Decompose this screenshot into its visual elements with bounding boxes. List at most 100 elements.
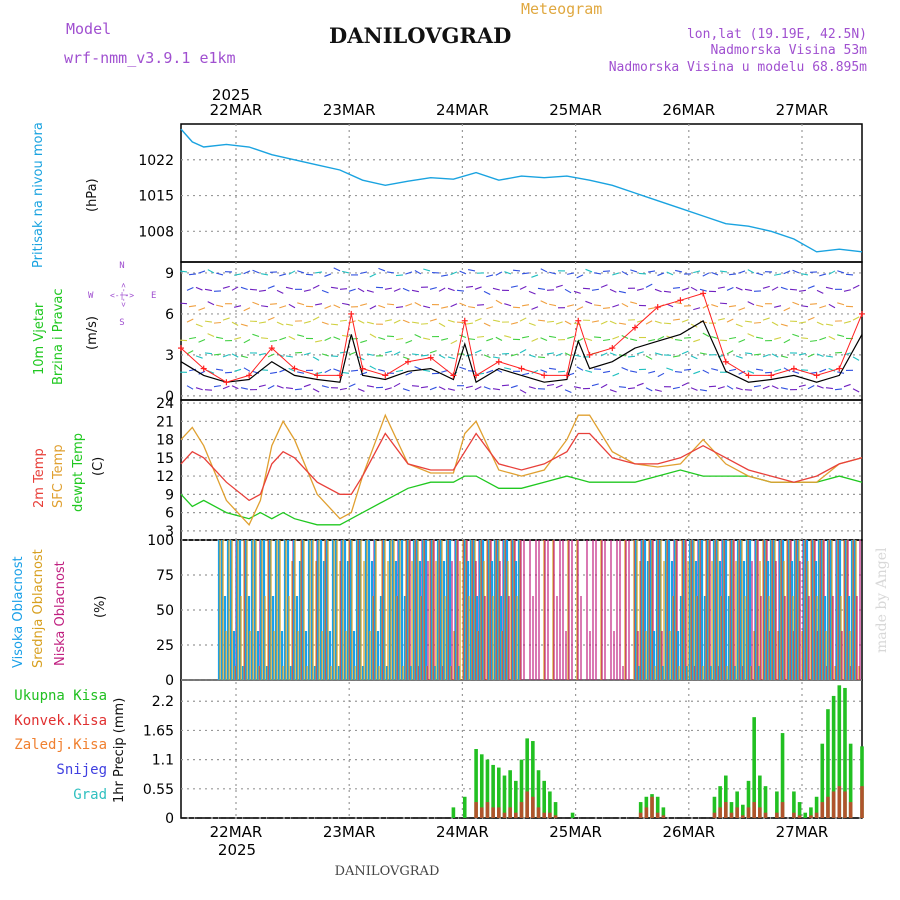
wind-arrow	[711, 368, 719, 371]
wind-arrow	[816, 289, 824, 294]
wind-arrow	[348, 288, 356, 292]
wind-arrow	[357, 319, 365, 324]
wind-arrow	[510, 285, 518, 288]
top-day-label: 23MAR	[323, 101, 376, 119]
wind-arrow	[188, 273, 197, 276]
wind-arrow	[780, 286, 788, 291]
precip-bars	[181, 685, 864, 819]
wind-arrow	[555, 321, 563, 325]
wind-arrow	[198, 370, 206, 375]
wind-arrow	[465, 322, 473, 325]
compass-arrows-v: <-|->	[119, 283, 128, 307]
wind-arrow	[411, 353, 420, 356]
precip-bar-total	[531, 741, 535, 818]
wind-arrow	[252, 333, 260, 338]
temp-tick: 6	[165, 506, 174, 522]
precip-bar-total	[843, 687, 847, 818]
wind-arrow	[693, 338, 701, 343]
precip-bar-conv	[519, 802, 524, 818]
precip-bar-conv	[809, 815, 813, 818]
wind-arrow	[528, 322, 536, 327]
wind-arrow	[816, 321, 824, 326]
wind-arrow	[585, 300, 593, 305]
cloud-low-label: Niska Oblacnost	[53, 561, 68, 666]
wind-arrow	[744, 320, 753, 323]
precip-bar-conv	[763, 812, 768, 818]
wind-arrow	[699, 352, 707, 355]
wind-arrow	[549, 271, 557, 275]
wind-arrow	[681, 319, 689, 323]
wind-arrow	[321, 385, 329, 389]
wind-arrow	[465, 285, 474, 288]
wind-arrow	[702, 304, 710, 309]
wind-arrow	[414, 366, 422, 370]
precip-bar-total	[525, 738, 529, 818]
wind-arrow	[396, 337, 404, 341]
wind-arrow	[420, 386, 429, 389]
model-elevation-label: Nadmorska Visina u modelu 68.895m	[609, 60, 867, 75]
wind-arrow	[747, 301, 755, 306]
wind-arrow	[573, 354, 581, 358]
wind-arrow	[204, 320, 213, 323]
wind-arrow	[330, 323, 339, 326]
wind-arrow	[234, 273, 242, 276]
precip-bar-conv	[514, 812, 518, 818]
wind-arrow	[386, 271, 395, 274]
precip-bar-total	[758, 775, 762, 818]
wind-arrow	[618, 386, 627, 388]
wind-arrow	[654, 352, 662, 356]
cloud-tick: 50	[156, 603, 174, 619]
wind-arrow	[546, 352, 555, 355]
elevation-label: Nadmorska Visina 53m	[710, 43, 867, 58]
wind-arrow	[602, 338, 611, 342]
wind-tick: 0	[165, 389, 174, 405]
wind-arrow	[762, 285, 770, 289]
wind-arrow	[405, 271, 413, 275]
precip-bar-total	[797, 802, 802, 818]
temp-dew-label: dewpt Temp	[71, 433, 86, 512]
precip-bar-total	[661, 807, 666, 818]
wind-arrow	[573, 386, 581, 389]
wind-arrow	[342, 270, 350, 274]
wind-arrow	[792, 333, 800, 338]
panel-frame-0	[180, 123, 863, 263]
precip-bar-total	[508, 770, 512, 818]
wind-arrow	[798, 384, 806, 388]
wind-arrow	[240, 355, 248, 359]
wind-arrow	[186, 350, 194, 355]
wind-arrow	[333, 304, 341, 309]
wind-arrow	[447, 388, 455, 391]
bottom-day-label: 27MAR	[776, 823, 829, 841]
wind-arrow	[333, 368, 341, 372]
precip-bar-conv	[837, 786, 842, 818]
precip-bar-conv	[735, 807, 739, 818]
wind-arrow	[585, 369, 593, 373]
wind-arrow	[630, 301, 638, 305]
wind-arrow	[522, 335, 530, 339]
wind-arrow	[798, 352, 806, 356]
wind-arrow	[531, 369, 539, 374]
wind-tick-labels: 0 3 6 9	[165, 266, 174, 405]
wind-arrow	[447, 356, 455, 360]
wind-arrow	[510, 321, 518, 325]
wind-arrow	[420, 354, 429, 357]
precip-bar-total	[831, 695, 836, 818]
wind-arrow	[222, 317, 230, 321]
wind-arrow	[555, 352, 563, 357]
wind-arrow	[369, 333, 377, 338]
wind-arrow	[294, 388, 303, 391]
wind-arrow	[504, 367, 512, 370]
wind-arrow	[252, 269, 260, 274]
legend-snow: Snijeg	[56, 762, 107, 778]
wind-arrow	[783, 307, 791, 312]
temp-2m-line	[180, 432, 863, 502]
wind-arrow	[297, 371, 305, 374]
precip-bar-conv	[536, 807, 541, 818]
wind-arrow	[654, 288, 662, 293]
wind-arrow	[540, 369, 548, 373]
wind-arrow	[585, 268, 593, 273]
temp-tick: 24	[156, 396, 174, 412]
wind-arrow	[618, 322, 626, 325]
wind-arrow	[717, 386, 725, 390]
